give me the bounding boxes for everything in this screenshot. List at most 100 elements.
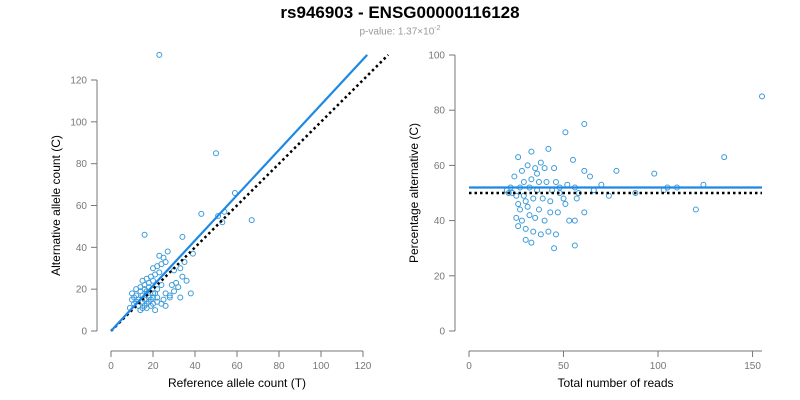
data-point [613,167,620,174]
data-point [215,212,222,219]
y-tick-label: 40 [76,243,88,254]
data-point [552,178,559,185]
data-point [141,231,148,238]
x-tick-label: 100 [650,361,667,372]
y-tick-label: 100 [70,117,87,128]
data-point [528,148,535,155]
data-point [137,288,144,295]
y-tick-label: 60 [76,201,88,212]
x-tick-label: 0 [108,361,114,372]
data-point [248,217,255,224]
data-point [581,121,588,127]
data-point [150,290,156,297]
data-point [515,201,522,208]
data-point [524,162,531,169]
data-point [539,195,546,202]
data-point [534,170,541,177]
data-point [179,273,186,280]
x-tick-label: 80 [273,361,285,372]
data-point [566,217,573,224]
data-point [168,281,175,288]
data-point [532,214,539,221]
data-point [231,189,238,196]
data-point [513,192,520,199]
data-point [150,300,156,307]
data-point [515,223,522,230]
y-tick-label: 80 [76,159,88,170]
data-point [517,206,524,213]
data-point [552,231,559,238]
y-tick-label: 120 [70,76,87,87]
y-axis-label: Alternative allele count (C) [49,135,63,276]
chart-panel-2: 0 50 100 150 0 20 40 60 80 100 Total number of rea… [407,51,765,390]
data-point [586,173,593,180]
data-point [511,173,518,180]
p-value-exponent: -2 [434,25,441,32]
reference-line [110,54,390,332]
data-point [177,294,184,301]
x-tick-label: 60 [231,361,243,372]
fit-line [110,54,369,332]
data-point [535,206,542,213]
x-axis-label: Total number of reads [557,376,673,390]
x-tick-label: 20 [147,361,159,372]
data-point [528,176,535,183]
data-point [581,209,588,216]
x-tick-label: 40 [189,361,201,372]
data-point [189,250,196,257]
data-point [528,239,535,246]
data-point [535,178,542,185]
data-point [551,165,558,172]
p-value-subtitle: p-value: 1.37×10-2 [0,25,800,37]
data-point [154,294,161,301]
data-point [175,284,182,291]
data-point [545,145,552,152]
x-tick-label: 120 [355,361,372,372]
data-point [145,294,152,301]
data-point [219,219,226,226]
data-point [560,195,567,202]
data-point [545,228,552,235]
data-point [156,51,163,58]
chart-panel-1: 0 20 40 60 80 100 120 0 20 40 60 80 100 120 Reference … [49,51,390,390]
data-point [522,198,529,205]
y-tick-label: 40 [434,216,446,227]
data-point [166,292,173,299]
y-tick-label: 100 [428,51,445,62]
data-point [530,228,537,235]
x-tick-label: 50 [558,361,570,372]
data-point [156,252,163,259]
y-tick-label: 0 [439,327,445,338]
data-point [562,201,569,208]
y-tick-label: 60 [434,161,446,172]
data-point [164,248,171,255]
y-axis-label: Percentage alternative (C) [407,123,421,263]
data-point [198,210,205,217]
data-point [520,192,527,199]
data-point [213,150,219,157]
data-point [162,302,169,309]
data-point [166,294,173,301]
data-point [187,290,194,297]
data-point [152,307,159,314]
data-point [692,206,699,213]
x-tick-label: 0 [466,361,472,372]
y-tick-label: 20 [434,271,446,282]
data-point [632,190,639,196]
data-point [532,165,539,172]
data-point [129,296,135,303]
data-point [721,154,728,161]
data-point [530,195,537,202]
data-point [183,277,190,284]
data-point [518,217,525,224]
data-point [150,277,156,284]
data-point [547,209,554,216]
data-point [513,214,520,221]
data-point [651,170,658,177]
data-point [518,167,525,174]
data-point [171,288,177,295]
data-point [524,203,531,210]
data-point [179,233,186,240]
data-point [581,167,588,174]
